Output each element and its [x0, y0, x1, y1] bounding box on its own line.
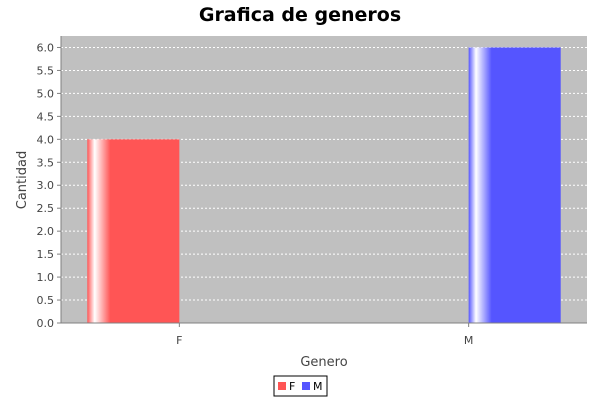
- legend-box: [273, 375, 328, 397]
- y-tick-label: 2.0: [37, 225, 55, 238]
- x-tick-label: M: [464, 334, 474, 347]
- bar-F-F: [87, 139, 180, 323]
- y-tick-label: 4.5: [37, 110, 55, 123]
- chart-title: Grafica de generos: [199, 4, 401, 26]
- legend-swatch-F: [278, 382, 286, 390]
- y-tick-label: 0.5: [37, 294, 55, 307]
- y-axis-label: Cantidad: [15, 151, 30, 209]
- bars: [87, 47, 561, 323]
- y-tick-label: 6.0: [37, 41, 55, 54]
- legend-label-M: M: [313, 380, 323, 393]
- y-tick-label: 3.0: [37, 179, 55, 192]
- y-tick-label: 3.5: [37, 156, 55, 169]
- y-tick-label: 5.5: [37, 64, 55, 77]
- bar-M-M: [468, 47, 561, 323]
- legend-label-F: F: [289, 380, 295, 393]
- y-tick-label: 2.5: [37, 202, 55, 215]
- y-tick-label: 4.0: [37, 133, 55, 146]
- legend-swatch-M: [302, 382, 310, 390]
- y-tick-label: 1.5: [37, 248, 55, 261]
- y-tick-label: 1.0: [37, 271, 55, 284]
- y-axis: 0.0 0.5 1.0 1.5 2.0 2.5 3.0 3.5 4.0 4.5 5.0 5.5 6.0: [37, 36, 62, 330]
- y-tick-label: 0.0: [37, 317, 55, 330]
- x-tick-label: F: [176, 334, 182, 347]
- y-tick-label: 5.0: [37, 87, 55, 100]
- x-axis-label: Genero: [300, 355, 347, 370]
